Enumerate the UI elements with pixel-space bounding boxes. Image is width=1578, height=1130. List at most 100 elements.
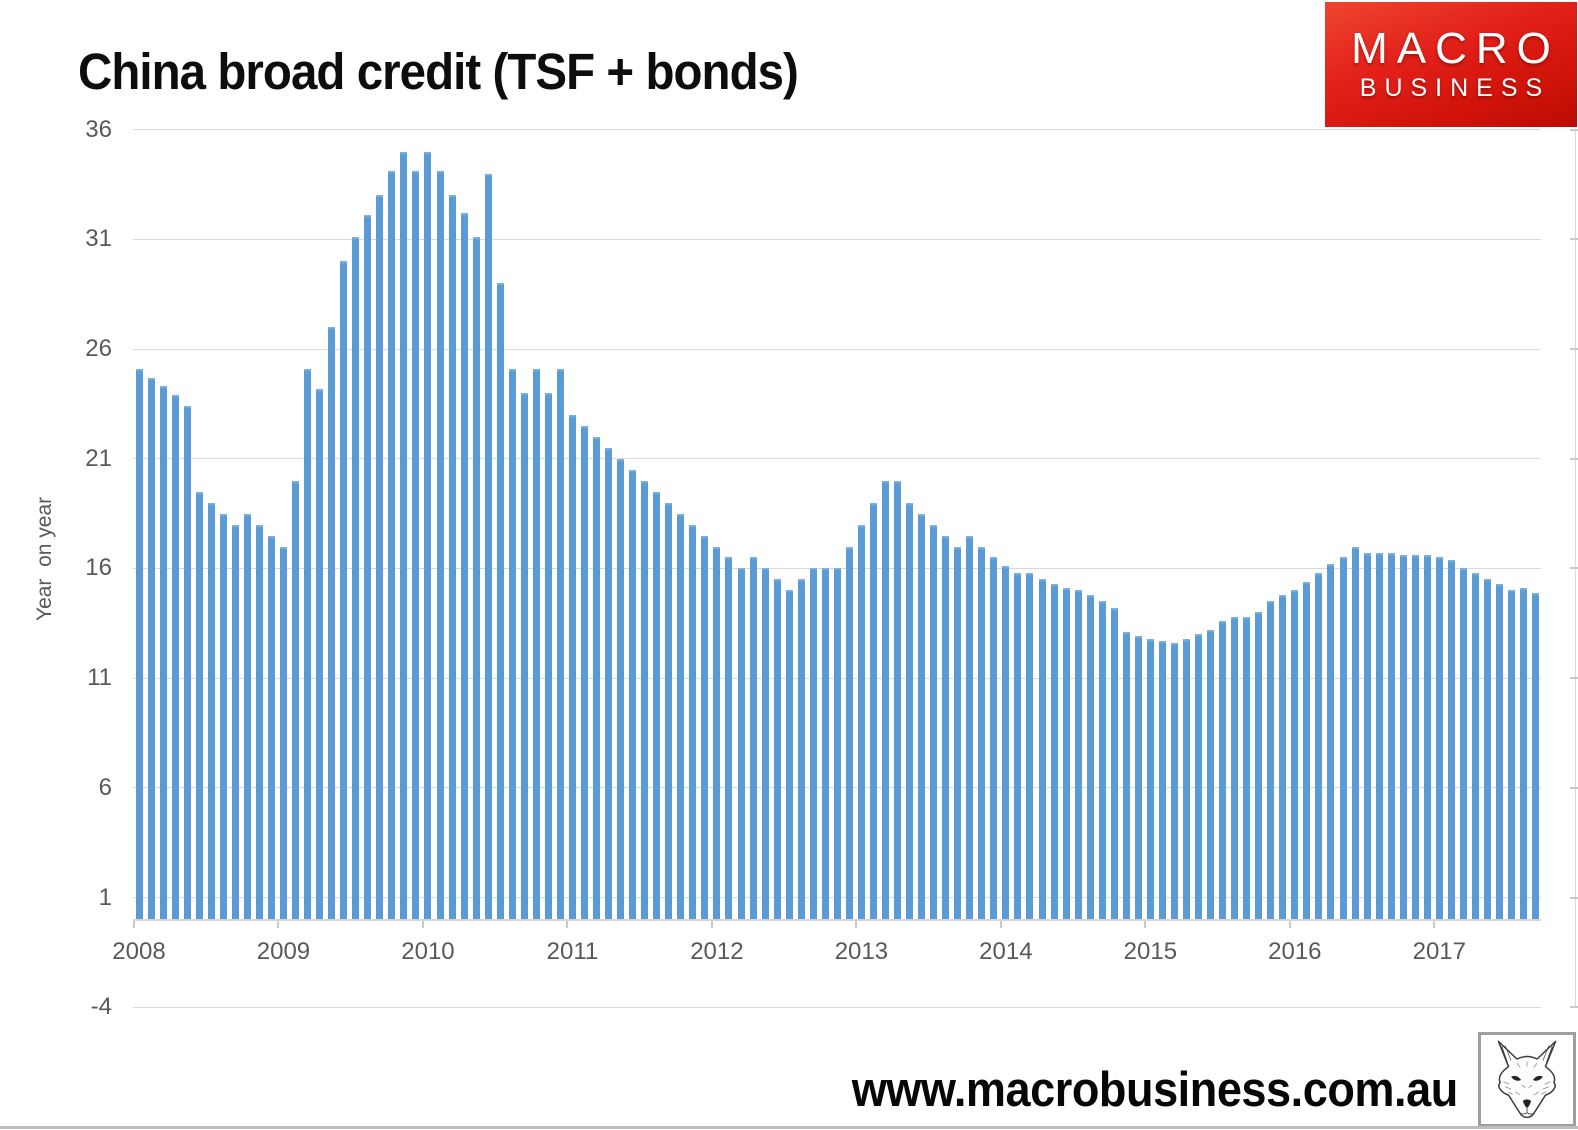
x-year-label: 2015: [1123, 938, 1178, 965]
bar: [556, 368, 564, 920]
bar: [1303, 581, 1311, 920]
bar: [785, 590, 793, 920]
y-tick-label: 21: [85, 444, 112, 472]
x-axis-line: [133, 919, 1541, 921]
bar: [171, 395, 179, 920]
x-axis-tick: [566, 921, 569, 928]
x-axis-tick: [710, 921, 713, 928]
bar: [183, 406, 191, 920]
bar: [316, 388, 324, 920]
gridline: [133, 348, 1541, 350]
bar: [1447, 559, 1455, 920]
bar: [1231, 616, 1239, 920]
bar: [147, 377, 155, 920]
bar: [641, 480, 649, 920]
y-tick-label: 1: [98, 883, 112, 911]
bar: [1002, 566, 1010, 920]
x-axis-tick: [277, 921, 280, 928]
bar: [677, 513, 685, 920]
bar: [1122, 632, 1130, 920]
bar: [376, 195, 384, 920]
bar: [412, 171, 420, 920]
bar: [906, 502, 914, 920]
bar: [532, 368, 540, 920]
bar: [990, 557, 998, 920]
x-axis-tick: [421, 921, 424, 928]
bar: [701, 535, 709, 920]
logo-text-macro: MACRO: [1351, 23, 1560, 73]
bar: [1243, 616, 1251, 920]
bar: [1520, 588, 1528, 920]
bar: [809, 568, 817, 920]
bar: [1086, 594, 1094, 920]
bar: [544, 392, 552, 920]
bar: [520, 392, 528, 920]
right-axis-tick: [1570, 567, 1578, 570]
bar: [1399, 555, 1407, 920]
gridline: [133, 458, 1541, 460]
bar: [1291, 590, 1299, 920]
y-tick-label: 26: [85, 335, 112, 363]
bar: [496, 283, 504, 920]
bar: [424, 151, 432, 920]
bar: [364, 215, 372, 920]
bar: [207, 502, 215, 920]
bar: [749, 557, 757, 920]
bar: [1423, 555, 1431, 920]
bar: [508, 368, 516, 920]
bar: [400, 151, 408, 920]
bar: [1435, 557, 1443, 920]
bar: [1255, 612, 1263, 920]
x-axis-tick: [133, 921, 135, 928]
bar: [292, 480, 300, 920]
y-tick-label: 11: [87, 664, 112, 692]
y-tick-label: -4: [90, 993, 112, 1021]
fox-sketch-icon: [1497, 1040, 1557, 1118]
bar: [255, 524, 263, 920]
bar: [1363, 553, 1371, 920]
bar: [267, 535, 275, 920]
bar: [1182, 638, 1190, 920]
bar: [1050, 583, 1058, 920]
bar: [966, 535, 974, 920]
bar: [1459, 568, 1467, 920]
x-axis-tick: [855, 921, 858, 928]
bar: [737, 568, 745, 920]
right-axis-tick: [1570, 348, 1578, 351]
bar: [1207, 629, 1215, 920]
bar: [159, 386, 167, 920]
bar: [1014, 572, 1022, 920]
x-year-label: 2016: [1268, 938, 1322, 965]
right-axis-tick: [1570, 1006, 1578, 1009]
bar: [629, 469, 637, 920]
bar: [942, 535, 950, 920]
bar: [340, 261, 348, 920]
right-axis-tick: [1570, 128, 1578, 131]
x-year-label: 2017: [1412, 938, 1466, 965]
bar: [978, 546, 986, 920]
bar: [484, 173, 492, 920]
bar: [857, 524, 865, 920]
bar: [1532, 592, 1540, 920]
bar: [1508, 590, 1516, 920]
bar: [930, 524, 938, 920]
y-tick-label: 36: [85, 115, 112, 143]
gridline: [133, 238, 1541, 240]
x-year-label: 2009: [256, 938, 311, 965]
x-axis-tick: [999, 921, 1002, 928]
y-tick-label: 6: [98, 773, 112, 801]
bar: [1267, 601, 1275, 920]
gridline: [133, 1006, 1541, 1008]
bottom-border: [0, 1126, 1578, 1129]
bar: [761, 568, 769, 920]
bar: [1339, 557, 1347, 920]
bar: [1134, 636, 1142, 920]
bar: [279, 546, 287, 920]
right-axis-tick: [1570, 238, 1578, 241]
bar: [797, 579, 805, 920]
bar: [195, 491, 203, 920]
bar: [653, 491, 661, 920]
bar: [918, 513, 926, 920]
